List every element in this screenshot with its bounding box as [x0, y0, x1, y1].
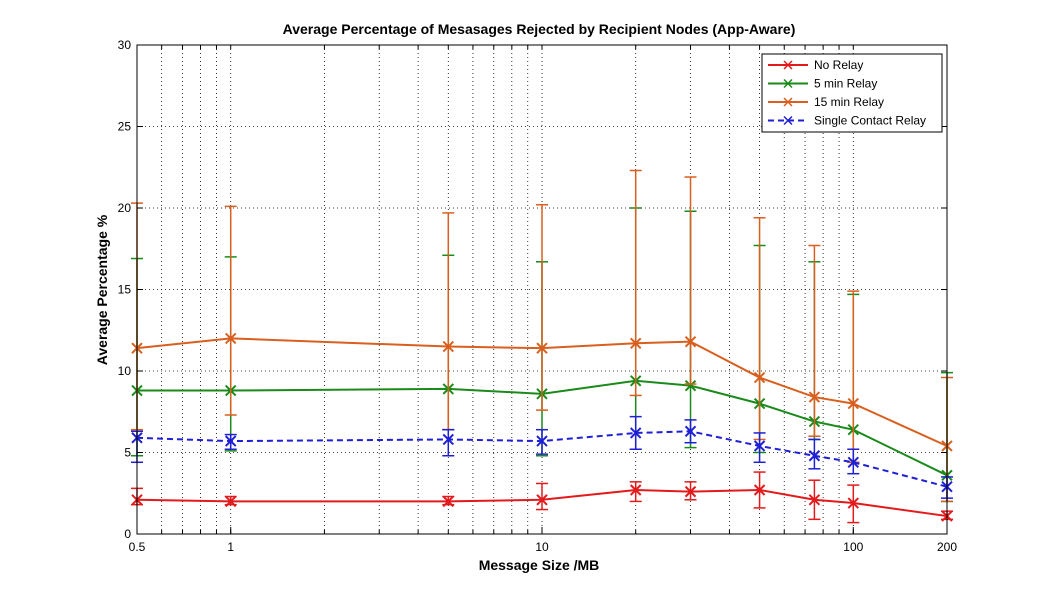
x-tick-label: 1 — [227, 540, 234, 554]
y-tick-label: 25 — [118, 120, 132, 134]
data-point — [808, 494, 821, 506]
y-tick-label: 0 — [124, 527, 131, 541]
y-tick-label: 30 — [118, 38, 132, 52]
x-tick-label: 0.5 — [129, 540, 146, 554]
data-point — [630, 484, 642, 496]
data-point — [684, 379, 697, 392]
x-tick-label: 200 — [937, 540, 957, 554]
data-point — [847, 397, 859, 410]
legend-label: 5 min Relay — [814, 77, 877, 91]
data-point — [753, 484, 766, 496]
series-line — [136, 337, 948, 447]
x-tick-label: 10 — [535, 540, 549, 554]
y-tick-label: 10 — [118, 364, 132, 378]
legend-label: 15 min Relay — [814, 95, 884, 109]
chart-title: Average Percentage of Mesasages Rejected… — [283, 21, 796, 37]
y-axis-label: Average Percentage % — [94, 214, 110, 365]
legend-label: No Relay — [814, 58, 863, 72]
data-point — [684, 485, 697, 498]
data-point — [630, 427, 642, 439]
legend-marker — [783, 97, 793, 107]
data-point — [536, 435, 548, 447]
legend-marker — [783, 78, 793, 89]
data-point — [808, 391, 821, 403]
series-line — [136, 488, 948, 518]
y-tick-label: 5 — [124, 446, 131, 460]
data-point — [536, 342, 548, 354]
legend-box — [761, 53, 943, 133]
y-tick-label: 15 — [118, 283, 132, 297]
data-point — [684, 335, 697, 348]
x-tick-label: 100 — [843, 540, 863, 554]
data-point — [808, 450, 821, 462]
x-axis-label: Message Size /MB — [479, 557, 600, 573]
data-point — [684, 425, 697, 438]
data-point — [442, 433, 454, 446]
legend-marker — [783, 60, 793, 70]
data-point — [847, 497, 859, 509]
series-0 — [131, 471, 953, 524]
y-tick-label: 20 — [118, 201, 132, 215]
data-point — [753, 371, 766, 384]
legend-label: Single Contact Relay — [814, 114, 926, 128]
data-point — [225, 495, 237, 508]
series-line — [136, 430, 948, 488]
data-point — [225, 435, 237, 447]
legend: No Relay 5 min Relay 15 min Relay Single Co… — [761, 53, 943, 133]
data-point — [753, 440, 766, 452]
data-point — [225, 332, 237, 345]
data-point — [442, 495, 454, 508]
legend-marker — [783, 115, 793, 126]
series-line — [137, 379, 948, 477]
data-point — [536, 494, 548, 506]
data-point — [847, 456, 859, 468]
data-point — [630, 337, 642, 349]
data-point — [442, 340, 454, 353]
axis-ticks: 0 5 10 15 20 25 30 0.5 1 10 100 200 — [118, 38, 958, 554]
